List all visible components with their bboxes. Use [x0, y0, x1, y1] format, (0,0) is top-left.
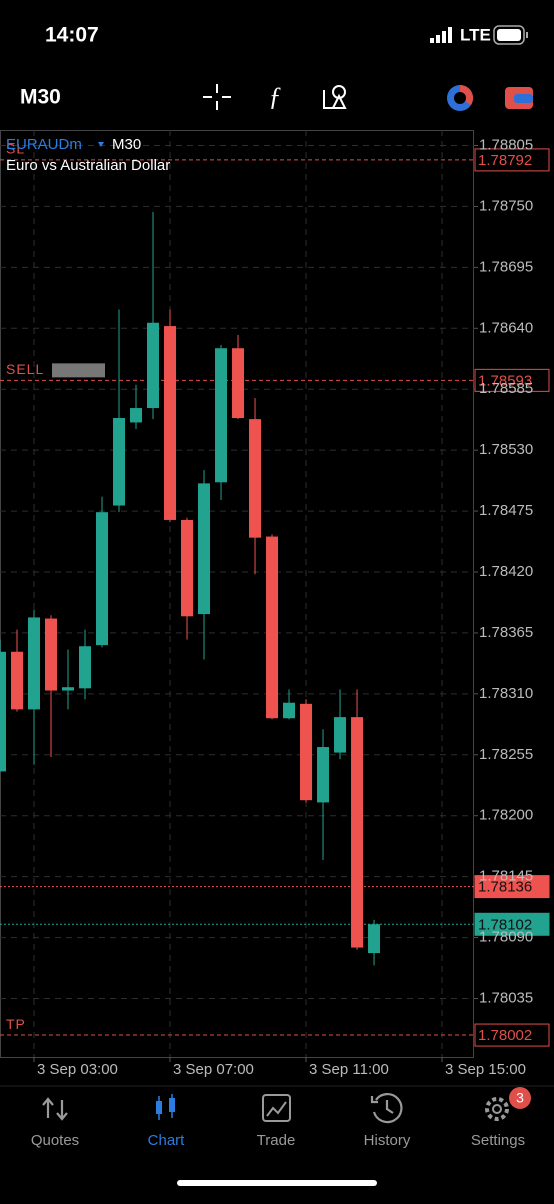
crosshair-button[interactable]: [203, 84, 231, 110]
candle-body: [45, 618, 58, 691]
candle-body: [283, 702, 296, 719]
candle-body: [147, 322, 160, 409]
tab-bar: Quotes Chart Trade History Settings 3: [31, 1087, 531, 1149]
y-tick-label: 1.78035: [479, 989, 533, 1006]
tab-icon: [266, 1101, 287, 1117]
price-tag: [474, 912, 550, 936]
candle-body: [334, 717, 347, 753]
tab-label: History: [364, 1132, 411, 1149]
trade-signal-button[interactable]: [447, 84, 474, 111]
candle-body: [181, 519, 194, 617]
indicators-button[interactable]: ƒ: [269, 82, 282, 111]
network: LTE: [460, 25, 491, 44]
y-tick-label: 1.78200: [479, 807, 533, 824]
candle-body: [215, 348, 228, 483]
y-tick-label: 1.78640: [479, 319, 533, 336]
candle-body: [300, 703, 313, 801]
candles: [0, 211, 381, 966]
symbol: EURAUDm: [6, 136, 82, 153]
candle-body: [79, 646, 92, 689]
candle-body: [130, 408, 143, 423]
home-indicator: [177, 1180, 377, 1186]
tab-icon: [42, 1097, 68, 1121]
objects-button[interactable]: [323, 85, 347, 109]
tab-icon: [169, 1098, 175, 1112]
badge-count: 3: [516, 1090, 524, 1106]
candle-body: [317, 747, 330, 803]
price-tag-label: 1.78002: [478, 1027, 532, 1044]
candle-body: [164, 326, 177, 520]
y-tick-label: 1.78420: [479, 563, 533, 580]
signal-icon: [430, 27, 452, 43]
y-tick-label: 1.78255: [479, 746, 533, 763]
tab[interactable]: Settings: [471, 1097, 525, 1149]
price-tag: [474, 875, 550, 899]
y-tick-label: 1.78310: [479, 685, 533, 702]
candle-body: [351, 717, 364, 948]
y-tick-label: 1.78530: [479, 441, 533, 458]
y-tick-label: 1.78365: [479, 624, 533, 641]
tab-label: Quotes: [31, 1132, 79, 1149]
plot-frame: [0, 130, 474, 1058]
candle-body: [198, 483, 211, 615]
tab[interactable]: History: [364, 1093, 411, 1149]
candle-body: [249, 419, 262, 538]
x-tick-label: 3 Sep 11:00: [309, 1061, 389, 1078]
y-tick-label: 1.78695: [479, 258, 533, 275]
candle-body: [28, 617, 41, 710]
y-tick-label: 1.78145: [479, 868, 533, 885]
candle-body: [113, 418, 126, 506]
x-tick-label: 3 Sep 07:00: [173, 1061, 254, 1078]
candle-body: [0, 651, 6, 772]
tab-icon: [485, 1097, 509, 1121]
x-tick-label: 3 Sep 03:00: [37, 1061, 118, 1078]
tab-label: Trade: [257, 1132, 296, 1149]
price-tag: [474, 1023, 550, 1047]
tab[interactable]: Quotes: [31, 1097, 79, 1149]
axis-labels: 1.788051.787501.786951.786401.785851.785…: [37, 136, 533, 1077]
y-tick-label: 1.78805: [479, 136, 533, 153]
candle-body: [96, 512, 109, 646]
tab[interactable]: Chart: [148, 1094, 186, 1149]
candle-body: [62, 687, 75, 691]
y-tick-label: 1.78750: [479, 197, 533, 214]
account-button[interactable]: [505, 87, 533, 109]
price-line-label: SELL: [6, 361, 44, 377]
chart-timeframe: M30: [112, 136, 141, 153]
price-tag-label: 1.78136: [478, 879, 532, 896]
tab-label: Chart: [148, 1132, 186, 1149]
candle-body: [266, 536, 279, 719]
price-line-label: TP: [6, 1016, 26, 1032]
candle-body: [11, 651, 24, 710]
grid: [0, 130, 478, 1062]
candle-body: [232, 348, 245, 419]
price-line-label: SL: [6, 141, 25, 157]
symbol-dropdown[interactable]: [98, 142, 104, 147]
battery-icon: [493, 25, 528, 45]
price-lines: 1.78792 SL 1.78593 SELL 1.78136 1.78102 1.7800…: [0, 141, 550, 1047]
clock: 14:07: [45, 24, 99, 47]
price-tag: [474, 368, 550, 392]
price-tag: [474, 148, 550, 172]
candle-body: [368, 924, 381, 954]
y-tick-label: 1.78475: [479, 502, 533, 519]
x-tick-label: 3 Sep 15:00: [445, 1061, 526, 1078]
y-tick-label: 1.78585: [479, 380, 533, 397]
tab-icon: [262, 1094, 291, 1122]
tab-icon: [492, 1104, 502, 1114]
timeframe-button[interactable]: M30: [20, 86, 61, 109]
price-tag-label: 1.78102: [478, 916, 532, 933]
symbol-description: Euro vs Australian Dollar: [6, 157, 170, 174]
price-tag-label: 1.78593: [478, 372, 532, 389]
tab-icon: [370, 1093, 403, 1124]
badge: [509, 1087, 531, 1109]
tab-label: Settings: [471, 1132, 525, 1149]
tab[interactable]: Trade: [257, 1094, 296, 1149]
y-tick-label: 1.78090: [479, 929, 533, 946]
volume-box: [52, 363, 105, 378]
tab-icon: [156, 1101, 162, 1114]
price-tag-label: 1.78792: [478, 152, 532, 169]
